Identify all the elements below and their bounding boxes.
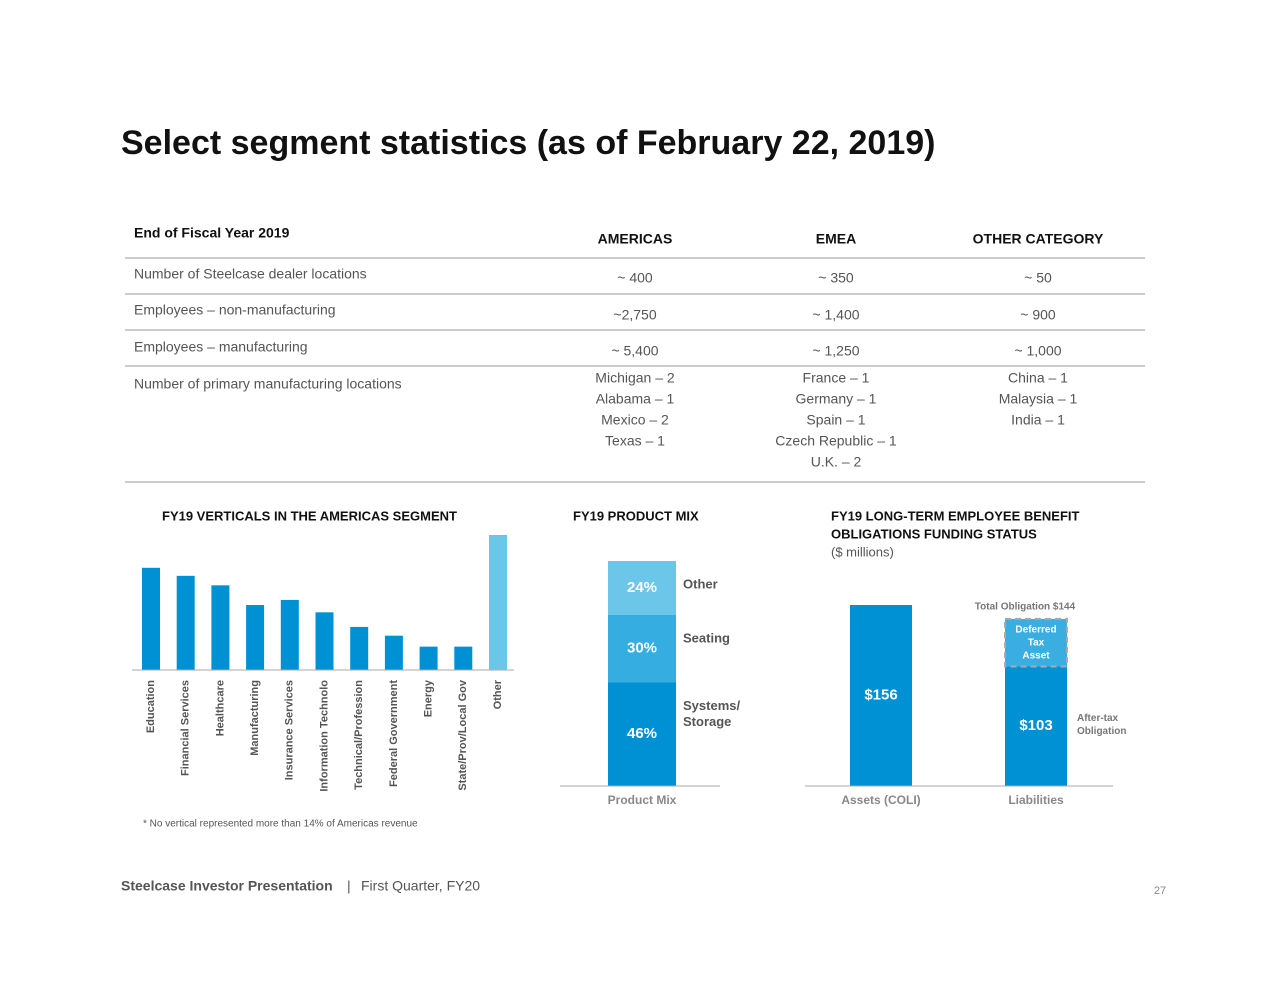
table-cell: Germany – 1 bbox=[796, 391, 877, 407]
value-label: $103 bbox=[1019, 717, 1052, 734]
chart-title: OBLIGATIONS FUNDING STATUS bbox=[831, 526, 1037, 541]
table-header: OTHER CATEGORY bbox=[973, 231, 1104, 247]
chart-subtitle: ($ millions) bbox=[831, 544, 894, 559]
legend-label: Asset bbox=[1022, 650, 1050, 661]
bar-segment bbox=[608, 682, 676, 786]
value-label: 46% bbox=[627, 725, 657, 742]
row-label: Employees – non-manufacturing bbox=[134, 302, 336, 318]
table-cell: Malaysia – 1 bbox=[999, 391, 1078, 407]
x-tick-label: Healthcare bbox=[214, 680, 226, 736]
x-tick-label: Other bbox=[492, 679, 504, 709]
page-number: 27 bbox=[1154, 885, 1166, 897]
footer-brand: Steelcase Investor Presentation bbox=[121, 878, 333, 894]
footer-separator: | bbox=[347, 878, 351, 894]
bar bbox=[384, 635, 403, 670]
footnote: * No vertical represented more than 14% … bbox=[143, 819, 418, 830]
bar bbox=[315, 612, 334, 670]
bar-segment bbox=[1005, 666, 1067, 786]
bar-segment bbox=[850, 605, 912, 786]
chart-title: FY19 LONG-TERM EMPLOYEE BENEFIT bbox=[831, 508, 1080, 523]
bar bbox=[489, 534, 507, 670]
x-tick-label: Energy bbox=[423, 679, 435, 717]
annotation: Total Obligation $144 bbox=[975, 602, 1076, 613]
chart-title: FY19 VERTICALS IN THE AMERICAS SEGMENT bbox=[162, 508, 457, 523]
bar bbox=[280, 599, 299, 670]
table-cell: ~ 1,400 bbox=[812, 307, 859, 323]
table-cell: China – 1 bbox=[1008, 370, 1068, 386]
bar bbox=[246, 605, 265, 670]
table-cell: U.K. – 2 bbox=[811, 454, 862, 470]
annotation: Obligation bbox=[1077, 726, 1126, 737]
table-cell: ~ 400 bbox=[617, 270, 653, 286]
x-tick-label: Product Mix bbox=[608, 793, 677, 807]
value-label: $156 bbox=[864, 686, 897, 703]
table-cell: ~ 50 bbox=[1024, 270, 1052, 286]
legend-label: Seating bbox=[683, 630, 730, 645]
row-label: Number of Steelcase dealer locations bbox=[134, 266, 367, 282]
table-cell: Texas – 1 bbox=[605, 433, 665, 449]
bar-segment bbox=[608, 561, 676, 615]
slide-title: Select segment statistics (as of Februar… bbox=[121, 124, 935, 162]
x-tick-label: Assets (COLI) bbox=[841, 793, 920, 807]
bar bbox=[142, 567, 160, 670]
bar-segment bbox=[608, 615, 676, 683]
x-tick-label: Education bbox=[145, 680, 157, 733]
annotation: After-tax bbox=[1077, 713, 1119, 724]
value-label: 30% bbox=[627, 640, 657, 657]
table-cell: India – 1 bbox=[1011, 412, 1065, 428]
legend-label: Other bbox=[683, 576, 718, 591]
bar bbox=[419, 646, 438, 670]
table-cell: ~ 1,000 bbox=[1014, 343, 1061, 359]
table-cell: France – 1 bbox=[803, 370, 870, 386]
x-tick-label: Financial Services bbox=[180, 680, 192, 776]
footer-period: First Quarter, FY20 bbox=[361, 878, 480, 894]
x-tick-label: Liabilities bbox=[1008, 793, 1064, 807]
legend-label: Deferred bbox=[1015, 624, 1056, 635]
bar bbox=[350, 626, 369, 670]
bar bbox=[454, 646, 473, 670]
table-cell: ~2,750 bbox=[613, 307, 656, 323]
table-header: End of Fiscal Year 2019 bbox=[134, 225, 290, 241]
table-cell: Mexico – 2 bbox=[601, 412, 669, 428]
table-cell: ~ 350 bbox=[818, 270, 854, 286]
table-cell: Spain – 1 bbox=[806, 412, 865, 428]
table-header: EMEA bbox=[816, 231, 856, 247]
bar bbox=[176, 575, 195, 670]
legend-label: Tax bbox=[1028, 637, 1045, 648]
table-cell: Michigan – 2 bbox=[595, 370, 675, 386]
x-tick-label: Manufacturing bbox=[249, 680, 261, 756]
legend-label: Storage bbox=[683, 714, 731, 729]
row-label: Employees – manufacturing bbox=[134, 339, 308, 355]
table-cell: ~ 1,250 bbox=[812, 343, 859, 359]
bar bbox=[211, 585, 230, 670]
x-tick-label: Insurance Services bbox=[284, 680, 296, 780]
row-label: Number of primary manufacturing location… bbox=[134, 376, 402, 392]
x-tick-label: State/Prov/Local Gov bbox=[457, 679, 469, 791]
bar-segment bbox=[1004, 617, 1068, 668]
table-cell: ~ 900 bbox=[1020, 307, 1056, 323]
table-header: AMERICAS bbox=[598, 231, 673, 247]
x-tick-label: Technical/Profession bbox=[353, 680, 365, 790]
table-cell: Czech Republic – 1 bbox=[775, 433, 897, 449]
table-cell: Alabama – 1 bbox=[596, 391, 675, 407]
x-tick-label: Federal Government bbox=[388, 680, 400, 787]
table-cell: ~ 5,400 bbox=[611, 343, 658, 359]
x-tick-label: Information Technolo bbox=[318, 680, 330, 792]
value-label: 24% bbox=[627, 579, 657, 596]
legend-label: Systems/ bbox=[683, 698, 740, 713]
chart-title: FY19 PRODUCT MIX bbox=[573, 508, 699, 523]
